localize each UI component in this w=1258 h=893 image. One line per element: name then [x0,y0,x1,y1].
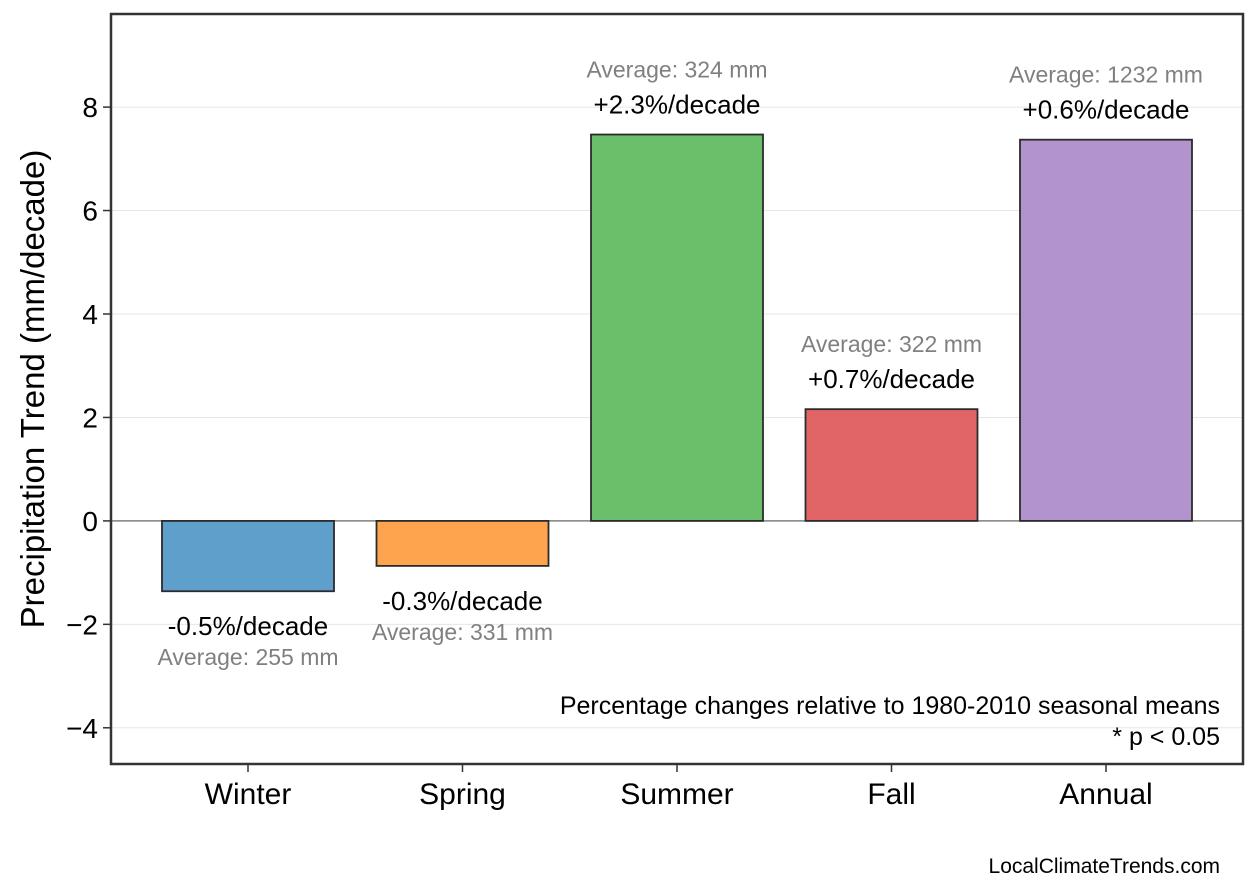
bar-spring [375,519,550,567]
bar-summer [590,133,764,522]
bars [161,133,1193,593]
y-tick-label: 6 [82,196,98,227]
y-axis-label: Precipitation Trend (mm/decade) [14,150,51,629]
x-tick-label: Fall [867,778,915,811]
y-tick-label: 0 [82,506,98,537]
bar-winter [161,519,335,593]
bar-fall [804,408,979,522]
note-text: Percentage changes relative to 1980-2010… [560,692,1220,720]
average-label: Average: 255 mm [157,644,338,670]
significance-note: * p < 0.05 [1112,723,1220,751]
trend-percent-label: +0.7%/decade [808,364,975,394]
trend-percent-label: -0.3%/decade [382,586,542,616]
y-tick-label: 2 [82,402,98,433]
y-tick-label: 8 [82,92,98,123]
x-axis-ticks: Winter Spring Summer Fall Annual [205,764,1153,811]
average-label: Average: 324 mm [586,57,767,83]
y-tick-label: 4 [82,299,98,330]
y-tick-label: −2 [66,609,98,640]
source-credit: LocalClimateTrends.com [989,855,1220,878]
x-tick-label: Annual [1059,778,1152,811]
y-tick-label: −4 [66,713,98,744]
average-label: Average: 331 mm [372,619,553,645]
average-label: Average: 322 mm [801,331,982,357]
bar-annual [1019,138,1193,522]
average-label: Average: 1232 mm [1009,62,1203,88]
trend-percent-label: +2.3%/decade [594,90,761,120]
x-tick-label: Winter [205,778,292,811]
x-tick-label: Summer [620,778,733,811]
trend-percent-label: +0.6%/decade [1023,95,1190,125]
bar-labels: -0.5%/decade Average: 255 mm -0.3%/decade A… [157,57,1203,671]
y-axis-ticks: −4 −2 0 2 4 6 8 [66,92,111,744]
trend-percent-label: -0.5%/decade [168,611,328,641]
x-tick-label: Spring [419,778,506,811]
